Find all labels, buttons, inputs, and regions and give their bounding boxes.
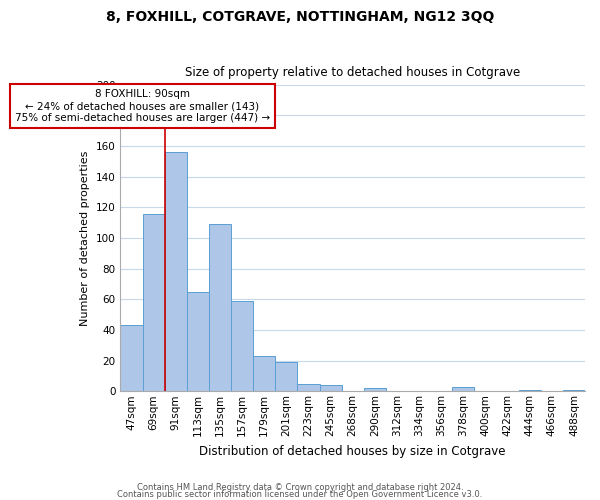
Bar xyxy=(275,362,298,392)
Bar xyxy=(143,214,164,392)
Bar xyxy=(518,390,541,392)
Title: Size of property relative to detached houses in Cotgrave: Size of property relative to detached ho… xyxy=(185,66,520,80)
Bar xyxy=(231,301,253,392)
Bar xyxy=(209,224,231,392)
Bar xyxy=(298,384,320,392)
Text: 8, FOXHILL, COTGRAVE, NOTTINGHAM, NG12 3QQ: 8, FOXHILL, COTGRAVE, NOTTINGHAM, NG12 3… xyxy=(106,10,494,24)
Text: Contains public sector information licensed under the Open Government Licence v3: Contains public sector information licen… xyxy=(118,490,482,499)
Bar xyxy=(253,356,275,392)
Bar xyxy=(187,292,209,392)
X-axis label: Distribution of detached houses by size in Cotgrave: Distribution of detached houses by size … xyxy=(199,444,506,458)
Bar xyxy=(320,385,341,392)
Text: Contains HM Land Registry data © Crown copyright and database right 2024.: Contains HM Land Registry data © Crown c… xyxy=(137,484,463,492)
Bar xyxy=(121,326,143,392)
Bar xyxy=(364,388,386,392)
Bar xyxy=(164,152,187,392)
Bar xyxy=(563,390,585,392)
Y-axis label: Number of detached properties: Number of detached properties xyxy=(80,150,90,326)
Text: 8 FOXHILL: 90sqm
← 24% of detached houses are smaller (143)
75% of semi-detached: 8 FOXHILL: 90sqm ← 24% of detached house… xyxy=(15,90,270,122)
Bar xyxy=(452,386,475,392)
